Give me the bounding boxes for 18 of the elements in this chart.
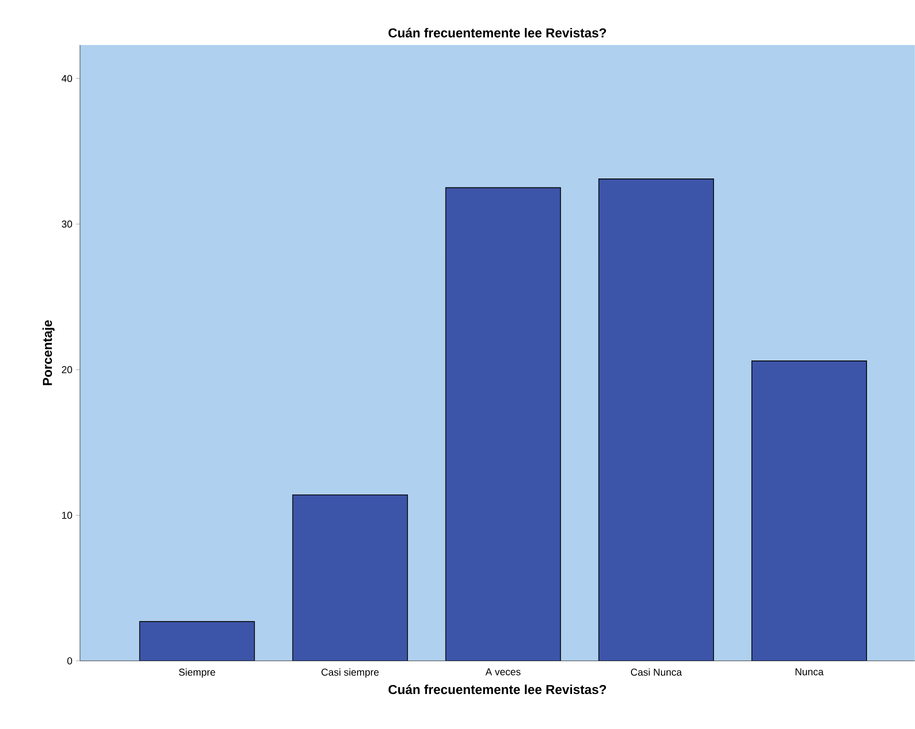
y-tick-label: 40 bbox=[62, 75, 72, 82]
y-tick-label: 0 bbox=[67, 657, 72, 664]
x-tick-label: Siempre bbox=[178, 668, 216, 678]
x-tick-label: Casi siempre bbox=[322, 668, 379, 678]
y-tick-label: 20 bbox=[62, 366, 72, 374]
y-axis-title: Porcentaje bbox=[42, 320, 55, 386]
y-tick-label: 10 bbox=[62, 512, 72, 519]
bar bbox=[292, 494, 408, 661]
x-axis-title: Cuán frecuentemente lee Revistas? bbox=[388, 684, 606, 694]
chart-title: Cuán frecuentemente lee Revistas? bbox=[388, 28, 606, 38]
bar bbox=[598, 178, 714, 661]
x-tick-label: Casi Nunca bbox=[630, 668, 682, 676]
bar bbox=[445, 187, 561, 661]
x-tick-label: A veces bbox=[485, 668, 520, 676]
bar bbox=[751, 360, 868, 661]
y-tick-label: 30 bbox=[62, 220, 72, 228]
x-tick-label: Nunca bbox=[796, 668, 824, 676]
bar bbox=[139, 621, 255, 661]
